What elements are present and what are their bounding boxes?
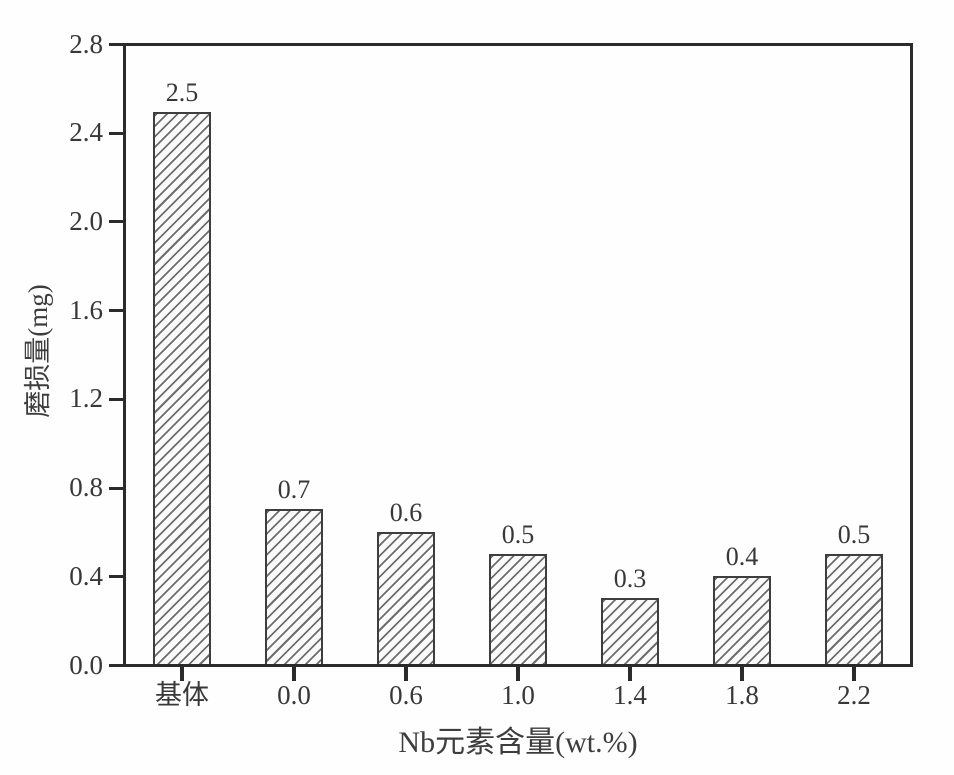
bar-value-label: 0.7: [277, 475, 311, 504]
bar-1.8: [713, 576, 771, 664]
bar-value-label: 0.5: [837, 520, 871, 549]
x-axis-tick: [628, 667, 632, 681]
y-axis-title: 磨损量(mg): [23, 284, 53, 418]
plot-area: 2.5 0.7 0.6 0.5 0.3 0.4 0.5: [123, 43, 913, 667]
bar-value-label: 0.3: [613, 564, 647, 593]
bar-基体: [153, 112, 211, 664]
y-axis-tick-label: 0.4: [69, 561, 103, 591]
x-axis-tick-label: 1.4: [613, 680, 647, 710]
x-axis-tick: [404, 667, 408, 681]
x-axis-title: Nb元素含量(wt.%): [398, 726, 638, 759]
x-axis-tick: [852, 667, 856, 681]
y-axis-tick-label: 2.0: [69, 206, 103, 236]
bar-value-label: 0.5: [501, 520, 535, 549]
y-axis-tick: [109, 398, 123, 401]
bar-1.4: [601, 598, 659, 664]
bar-0.0: [265, 509, 323, 664]
bar-2.2: [825, 554, 883, 664]
bar-value-label: 0.6: [389, 498, 423, 527]
x-axis-tick-label: 基体: [155, 680, 209, 710]
y-axis-tick: [109, 309, 123, 312]
x-axis-tick-label: 1.0: [501, 680, 535, 710]
x-axis-tick: [740, 667, 744, 681]
bar-value-label: 0.4: [725, 542, 759, 571]
y-axis-tick-label: 2.4: [69, 117, 103, 147]
y-axis-tick: [109, 575, 123, 578]
y-axis-tick: [109, 220, 123, 223]
y-axis-tick-label: 1.2: [69, 383, 103, 413]
y-axis-tick-label: 0.8: [69, 472, 103, 502]
y-axis-tick-label: 0.0: [69, 650, 103, 680]
bar-1.0: [489, 554, 547, 664]
y-axis-tick: [109, 664, 123, 667]
y-axis-tick-label: 1.6: [69, 295, 103, 325]
bar-value-label: 2.5: [165, 78, 199, 107]
y-axis-tick: [109, 132, 123, 135]
x-axis-tick: [180, 667, 184, 681]
bar-0.6: [377, 532, 435, 664]
x-axis-tick-label: 0.0: [277, 680, 311, 710]
x-axis-tick-label: 1.8: [725, 680, 759, 710]
y-axis-tick: [109, 43, 123, 46]
y-axis-tick-label: 2.8: [69, 29, 103, 59]
x-axis-tick: [292, 667, 296, 681]
x-axis-tick-label: 0.6: [389, 680, 423, 710]
x-axis-tick: [516, 667, 520, 681]
x-axis-tick-label: 2.2: [837, 680, 871, 710]
y-axis-tick: [109, 487, 123, 490]
